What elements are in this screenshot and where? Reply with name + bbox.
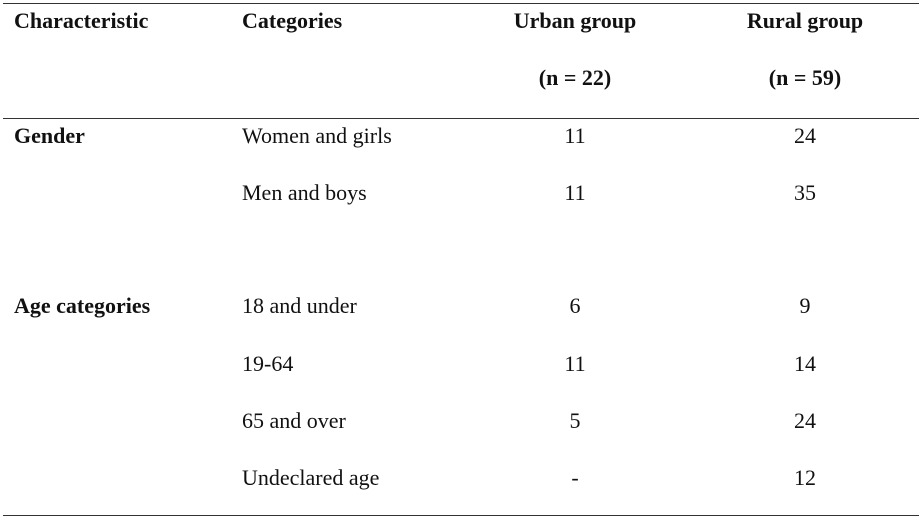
row-rural-value: 14 [794,351,816,376]
row-category: Undeclared age [242,465,380,490]
header-bottom-rule [3,118,919,119]
row-rural-value: 35 [794,180,816,205]
row-rural-value: 24 [794,123,816,148]
row-rural-value: 12 [794,465,816,490]
row-category: Men and boys [242,180,367,205]
header-characteristic: Characteristic [14,8,149,33]
row-category: Women and girls [242,123,392,148]
row-urban-value: 11 [564,180,586,205]
row-characteristic: Gender [14,123,85,148]
row-category: 65 and over [242,408,346,433]
row-category: 19-64 [242,351,294,376]
header-urban-group: Urban group [513,8,637,33]
table-top-rule [3,3,919,4]
table-bottom-rule [3,515,919,516]
header-rural-group: Rural group [746,8,864,33]
row-characteristic: Age categories [14,293,151,318]
row-category: 18 and under [242,293,357,318]
row-urban-value: 11 [564,123,586,148]
row-urban-value: - [571,465,579,490]
row-urban-value: 11 [564,351,586,376]
row-rural-value: 9 [799,293,811,318]
header-categories: Categories [242,8,343,33]
row-urban-value: 5 [569,408,581,433]
header-rural-n: (n = 59) [768,65,842,90]
header-urban-n: (n = 22) [538,65,612,90]
row-rural-value: 24 [794,408,816,433]
row-urban-value: 6 [569,293,581,318]
